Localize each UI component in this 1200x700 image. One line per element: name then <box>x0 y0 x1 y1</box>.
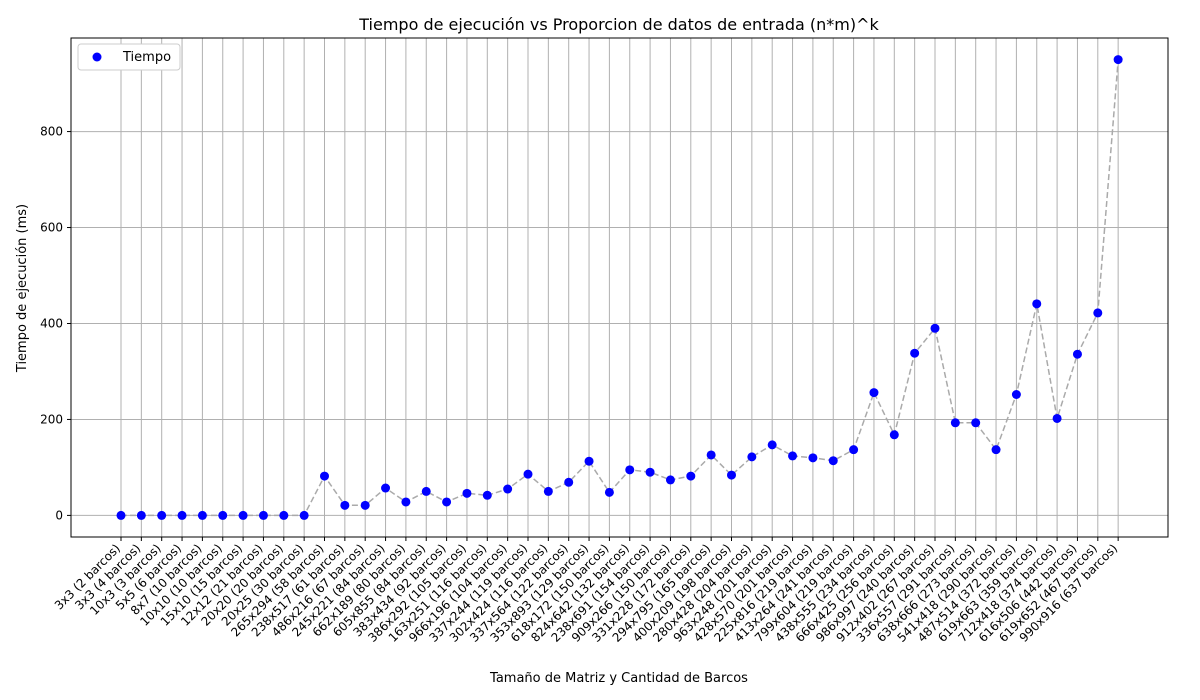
data-point <box>686 471 696 481</box>
data-point <box>279 510 289 520</box>
data-point <box>1052 413 1062 423</box>
data-point <box>747 452 757 462</box>
series-points <box>116 55 1123 520</box>
data-point <box>320 471 329 481</box>
data-point <box>645 467 655 477</box>
data-point <box>1032 299 1042 309</box>
data-point <box>788 451 798 461</box>
data-point <box>401 497 411 507</box>
y-tick-label: 800 <box>40 125 63 139</box>
y-tick-label: 400 <box>40 316 63 330</box>
data-point <box>381 483 391 493</box>
data-point <box>543 486 553 496</box>
data-point <box>1113 55 1123 65</box>
data-point <box>950 418 960 428</box>
data-point <box>503 484 513 494</box>
data-point <box>116 510 126 520</box>
data-point <box>218 510 228 520</box>
data-point <box>1011 389 1021 399</box>
data-point <box>889 430 899 440</box>
plot-area <box>70 37 1169 538</box>
data-point <box>299 510 309 520</box>
data-point <box>808 453 818 463</box>
legend-label: Tiempo <box>122 50 171 65</box>
y-tick-label: 200 <box>40 412 63 426</box>
data-point <box>767 440 777 450</box>
data-point <box>1072 349 1082 359</box>
data-point <box>197 510 207 520</box>
y-axis-label: Tiempo de ejecución (ms) <box>15 204 30 373</box>
chart-title: Tiempo de ejecución vs Proporcion de dat… <box>358 15 879 34</box>
data-point <box>584 456 594 466</box>
data-point <box>442 497 452 507</box>
y-axis: 0 200 400 600 800 <box>40 125 71 522</box>
y-tick-label: 0 <box>55 508 63 522</box>
legend-marker <box>92 52 102 62</box>
data-point <box>177 510 187 520</box>
x-axis-label: Tamaño de Matriz y Cantidad de Barcos <box>489 671 748 686</box>
data-point <box>564 477 574 487</box>
data-point <box>340 500 350 510</box>
data-point <box>665 475 675 485</box>
data-point <box>482 490 492 500</box>
data-point <box>238 510 248 520</box>
series-line <box>121 59 1119 517</box>
data-point <box>1093 308 1103 318</box>
data-point <box>910 348 920 358</box>
data-point <box>360 500 370 510</box>
data-point <box>258 510 268 520</box>
y-tick-label: 600 <box>40 221 63 235</box>
data-point <box>991 445 1001 455</box>
legend-box <box>77 43 181 71</box>
data-point <box>706 450 716 460</box>
data-point <box>625 465 635 475</box>
data-point <box>849 445 859 455</box>
data-point <box>828 456 838 466</box>
data-point <box>523 469 533 479</box>
data-point <box>930 323 940 333</box>
data-point <box>604 487 614 497</box>
data-point <box>727 470 736 480</box>
data-point <box>157 510 167 520</box>
data-point <box>971 418 981 428</box>
data-point <box>462 488 472 498</box>
grid <box>71 38 1168 537</box>
data-point <box>421 486 431 496</box>
data-point <box>869 388 879 398</box>
x-axis: 3x3 (2 barcos)3x3 (4 barcos)10x3 (3 barc… <box>52 537 1120 645</box>
legend: Tiempo <box>77 43 181 71</box>
data-point <box>136 510 146 520</box>
